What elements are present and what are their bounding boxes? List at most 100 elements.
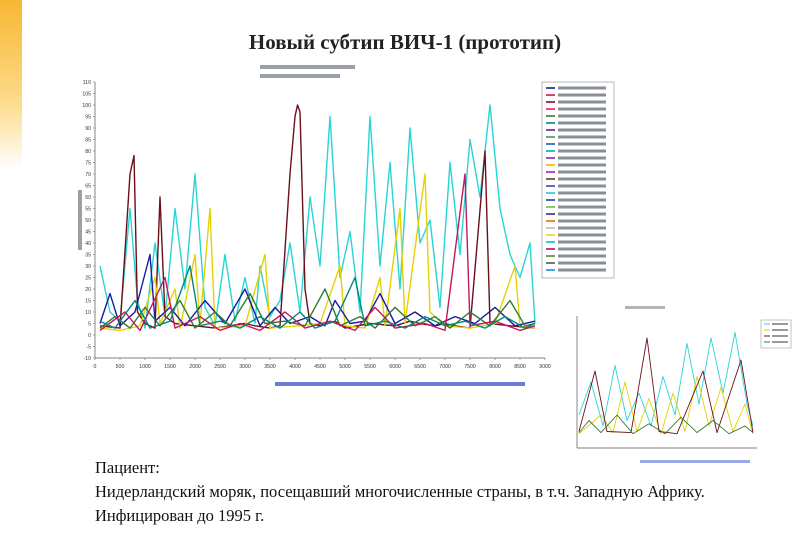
decorative-accent-bar <box>0 0 22 170</box>
axis-caption-blur <box>78 190 525 386</box>
chart-header-line-1 <box>260 65 355 69</box>
y-tick-label: 65 <box>85 184 91 190</box>
series-line-6 <box>99 173 536 332</box>
y-tick-label: 105 <box>82 92 91 98</box>
series-line-2 <box>578 376 754 435</box>
x-tick-label: 5000 <box>339 364 351 370</box>
x-tick-label: 8500 <box>514 364 526 370</box>
x-axis-caption-placeholder <box>275 382 525 386</box>
y-tick-label: 10 <box>85 310 91 316</box>
x-tick-label: 5500 <box>364 364 376 370</box>
series-line-5 <box>99 288 536 329</box>
legend-label-placeholder <box>558 226 606 230</box>
inset-legend-label-placeholder <box>772 329 788 331</box>
y-tick-label: 55 <box>85 207 91 213</box>
x-tick-label: 3000 <box>239 364 251 370</box>
legend-label-placeholder <box>558 149 606 153</box>
legend <box>541 81 615 279</box>
inset-legend-label-placeholder <box>772 341 788 343</box>
legend-label-placeholder <box>558 191 606 195</box>
legend-label-placeholder <box>558 198 606 202</box>
y-tick-label: 35 <box>85 253 91 259</box>
x-tick-label: 2500 <box>214 364 226 370</box>
series-line-4 <box>99 253 536 327</box>
y-tick-label: 40 <box>85 241 91 247</box>
y-tick-label: 0 <box>88 333 91 339</box>
legend-label-placeholder <box>558 107 606 111</box>
caption: Пациент: Нидерландский моряк, посещавший… <box>95 456 795 528</box>
y-tick-label: 100 <box>82 103 91 109</box>
y-tick-label: 95 <box>85 115 91 121</box>
x-tick-label: 7000 <box>439 364 451 370</box>
y-tick-label: 15 <box>85 299 91 305</box>
x-tick-label: 2000 <box>189 364 201 370</box>
y-tick-label: 20 <box>85 287 91 293</box>
main-chart: -10 -5 0 5 10 15 20 25 30 35 40 45 50 55 60 65 70 75 80 85 9… <box>78 65 615 386</box>
chart-header-line-2 <box>260 74 340 78</box>
y-tick-label: 45 <box>85 230 91 236</box>
series-line-3 <box>578 337 754 435</box>
legend-label-placeholder <box>558 240 606 244</box>
legend-label-placeholder <box>558 247 606 251</box>
y-tick-label: 5 <box>88 322 91 328</box>
caption-line-patient-label: Пациент: <box>95 458 160 477</box>
x-tick-label: 6000 <box>389 364 401 370</box>
x-tick-label: 3500 <box>264 364 276 370</box>
y-tick-label: 90 <box>85 126 91 132</box>
x-tick-label: 1500 <box>164 364 176 370</box>
legend-label-placeholder <box>558 184 606 188</box>
y-tick-label: 85 <box>85 138 91 144</box>
legend-label-placeholder <box>558 233 606 237</box>
inset-chart <box>576 306 792 463</box>
x-tick-label: 1000 <box>139 364 151 370</box>
x-tick-label: 0 <box>94 364 97 370</box>
slide-title: Новый субтип ВИЧ-1 (прототип) <box>248 30 562 54</box>
legend-label-placeholder <box>558 100 606 104</box>
series-line-1 <box>578 332 754 427</box>
legend-label-placeholder <box>558 212 606 216</box>
legend-label-placeholder <box>558 93 606 97</box>
legend-label-placeholder <box>558 177 606 181</box>
x-tick-label: 500 <box>116 364 125 370</box>
y-tick-label: 110 <box>83 80 91 86</box>
inset-legend-label-placeholder <box>772 323 788 325</box>
series-line-1 <box>99 104 536 329</box>
legend-label-placeholder <box>558 142 606 146</box>
y-tick-label: -5 <box>86 345 91 351</box>
inset-header-placeholder <box>625 306 665 309</box>
legend-label-placeholder <box>558 128 606 132</box>
y-tick-label: 30 <box>85 264 91 270</box>
y-tick-label: 75 <box>85 161 91 167</box>
legend-label-placeholder <box>558 268 606 272</box>
legend-label-placeholder <box>558 135 606 139</box>
legend-label-placeholder <box>558 205 606 209</box>
legend-label-placeholder <box>558 170 606 174</box>
legend-label-placeholder <box>558 163 606 167</box>
x-tick-label: 7500 <box>464 364 476 370</box>
y-axis-caption-placeholder <box>78 190 82 250</box>
x-tick-label: 9000 <box>539 364 551 370</box>
series-line-4 <box>578 414 754 435</box>
chart-header-blur <box>260 65 355 78</box>
legend-label-placeholder <box>558 121 606 125</box>
legend-label-placeholder <box>558 261 606 265</box>
legend-label-placeholder <box>558 86 606 90</box>
x-tick-label: 8000 <box>489 364 501 370</box>
series-line-7 <box>99 265 536 329</box>
inset-x-caption-placeholder <box>640 460 750 463</box>
legend-label-placeholder <box>558 114 606 118</box>
inset-plot-background <box>577 316 757 448</box>
legend-label-placeholder <box>558 219 606 223</box>
y-tick-label: 25 <box>85 276 91 282</box>
x-tick-label: 6500 <box>414 364 426 370</box>
y-tick-label: -10 <box>84 356 92 362</box>
x-tick-label: 4500 <box>314 364 326 370</box>
y-tick-label: 60 <box>85 195 91 201</box>
y-tick-label: 50 <box>85 218 91 224</box>
legend-label-placeholder <box>558 156 606 160</box>
y-tick-label: 80 <box>85 149 91 155</box>
y-tick-label: 70 <box>85 172 91 178</box>
legend-label-placeholder <box>558 254 606 258</box>
caption-line-description: Нидерландский моряк, посещавший многочис… <box>95 482 705 501</box>
x-tick-label: 4000 <box>289 364 301 370</box>
